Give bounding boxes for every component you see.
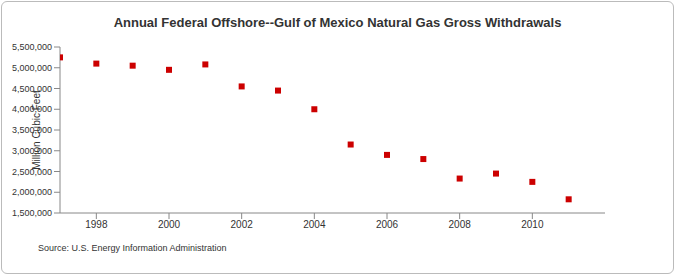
svg-text:2,500,000: 2,500,000 <box>12 167 52 177</box>
svg-text:2008: 2008 <box>449 219 472 230</box>
svg-text:5,500,000: 5,500,000 <box>12 42 52 52</box>
html-text:Million Cubic Feet: Million Cubic Feet <box>30 90 42 170</box>
svg-text:5,000,000: 5,000,000 <box>12 63 52 73</box>
svg-text:2006: 2006 <box>376 219 399 230</box>
html-text:Source: U.S. Energy Informatio: Source: U.S. Energy Information Administ… <box>38 243 227 253</box>
svg-text:1,500,000: 1,500,000 <box>12 208 52 218</box>
svg-text:3,500,000: 3,500,000 <box>12 125 52 135</box>
svg-text:3,000,000: 3,000,000 <box>12 146 52 156</box>
svg-text:1998: 1998 <box>85 219 108 230</box>
svg-text:2010: 2010 <box>521 219 544 230</box>
svg-text:2002: 2002 <box>231 219 254 230</box>
html-text:Annual Federal Offshore--Gulf: Annual Federal Offshore--Gulf of Mexico … <box>113 15 562 30</box>
svg-text:2,000,000: 2,000,000 <box>12 187 52 197</box>
svg-text:2000: 2000 <box>158 219 181 230</box>
svg-text:4,500,000: 4,500,000 <box>12 84 52 94</box>
svg-text:2004: 2004 <box>303 219 326 230</box>
svg-text:4,000,000: 4,000,000 <box>12 104 52 114</box>
